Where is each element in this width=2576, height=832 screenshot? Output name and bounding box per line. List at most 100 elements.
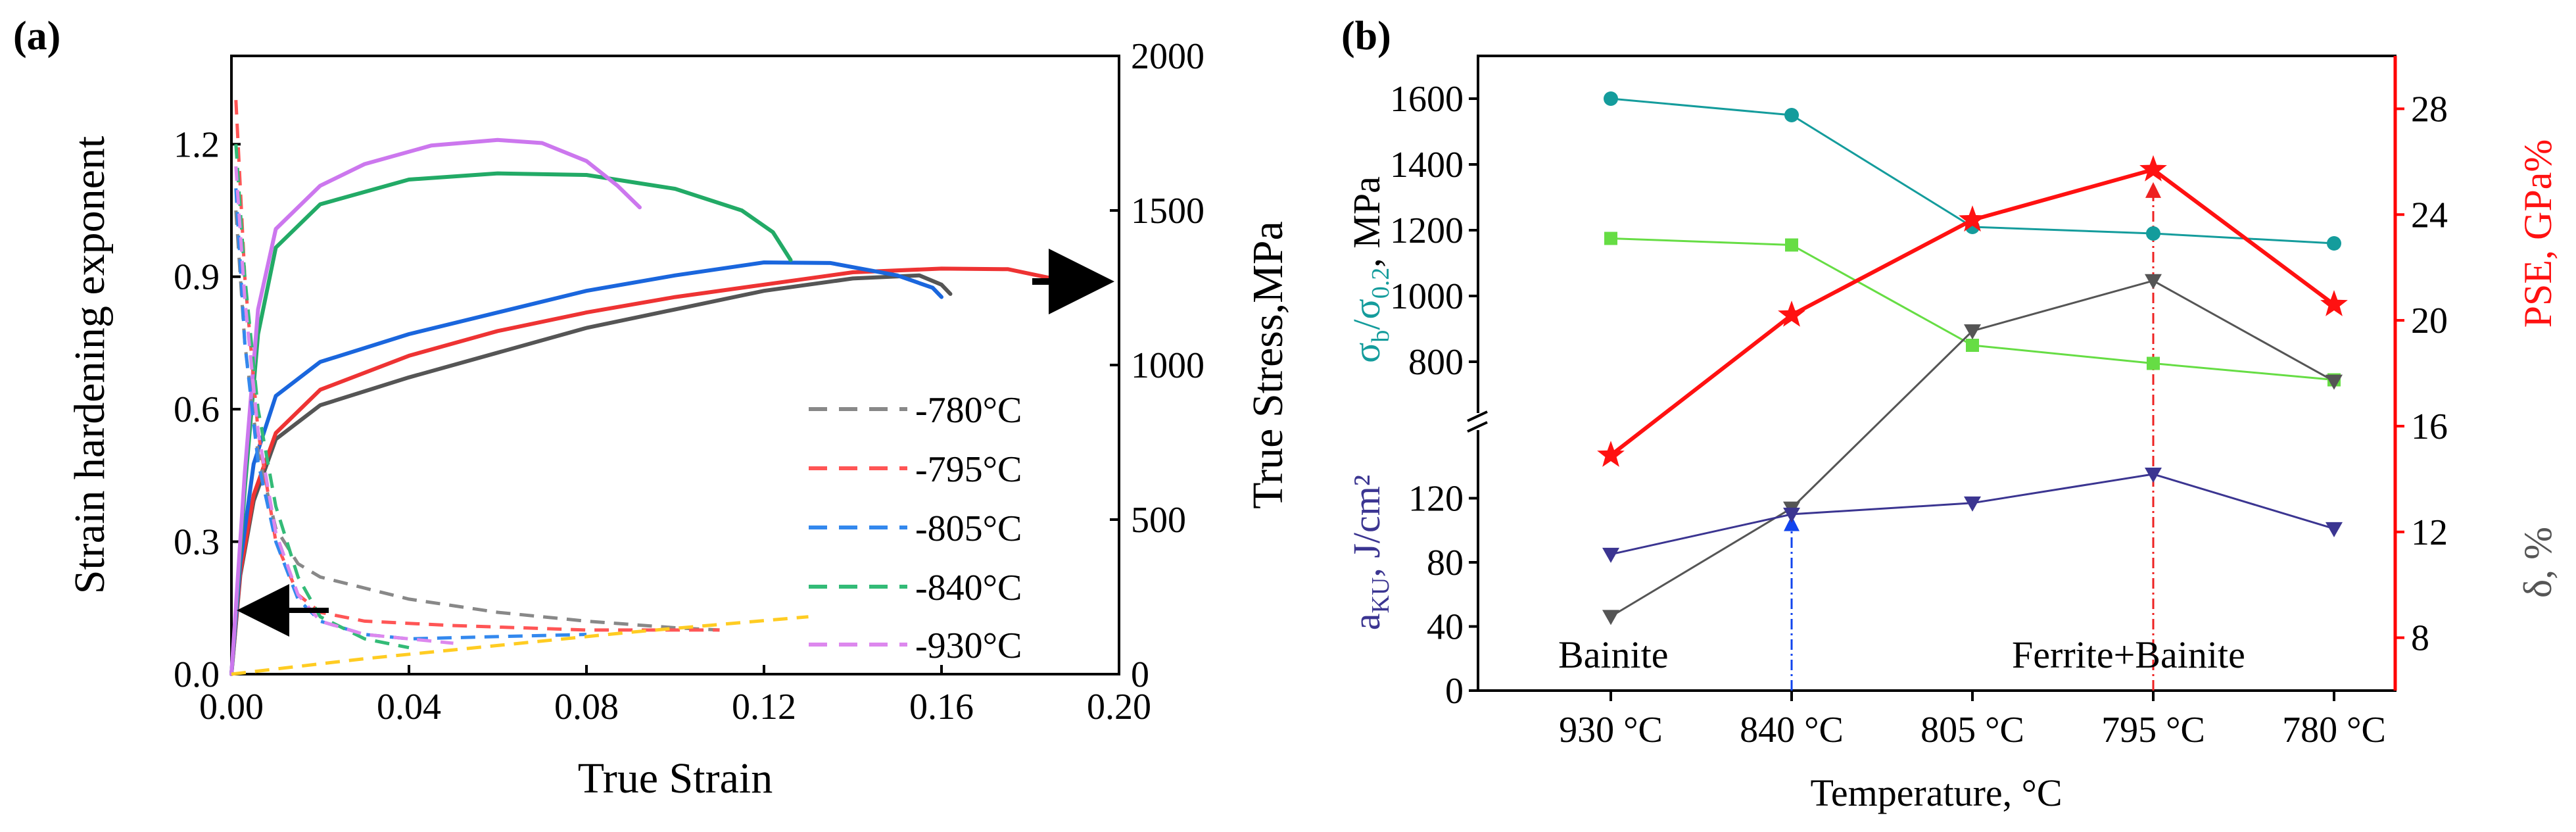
panel-b-reference-lines	[1784, 182, 2161, 691]
annotation-ferrite-bainite: Ferrite+Bainite	[2012, 633, 2245, 676]
panel-b-series	[1597, 91, 2348, 625]
y-left-tick-label: 0.3	[174, 522, 220, 563]
series-point-δ	[1964, 324, 1981, 340]
y-left-tick-label: 1.2	[174, 124, 220, 165]
panel-a-y-right-ticks: 0 500 1000 1500 2000	[1110, 36, 1205, 695]
series-point-aKU	[2326, 522, 2343, 537]
series-point-σb	[1784, 108, 1799, 122]
x-category-label: 780 °C	[2282, 710, 2386, 750]
legend-label-805: -805°C	[915, 508, 1022, 549]
stress-curve-930	[229, 137, 642, 676]
y-right-tick-label: 20	[2411, 301, 2448, 341]
panel-b-y-left-top-ticks: 800 1000 1200 1400 1600	[1390, 79, 1478, 383]
x-tick-label: 0.16	[909, 687, 974, 727]
series-point-σb	[1604, 91, 1618, 106]
series-point-σ0.2	[1966, 339, 1979, 352]
y-left-bottom-tick-label: 120	[1408, 479, 1464, 520]
y-left-top-tick-label: 1600	[1390, 79, 1464, 120]
series-point-σb	[2327, 236, 2341, 251]
y-right-tick-label: 1500	[1131, 191, 1205, 232]
series-point-PSE	[2320, 290, 2348, 316]
y-left-top-tick-label: 800	[1408, 342, 1464, 383]
legend-label-780: -780°C	[915, 390, 1022, 431]
series-point-PSE	[2139, 155, 2167, 182]
x-category-label: 805 °C	[1920, 710, 2024, 750]
legend-label-795: -795°C	[915, 449, 1022, 490]
x-category-label: 930 °C	[1559, 710, 1663, 750]
panel-b-y-left-bottom-label: aKU, J/cm²	[1345, 475, 1395, 631]
y-right-tick-label: 28	[2411, 89, 2448, 130]
panel-a-x-label: True Strain	[578, 754, 773, 802]
stress-curve-840	[229, 171, 793, 676]
y-left-tick-label: 0.6	[174, 389, 220, 430]
panel-b-x-ticks: 930 °C 840 °C 805 °C 795 °C 780 °C	[1559, 691, 2386, 750]
panel-b-y-right-top-label: PSE, GPa%	[2516, 139, 2560, 328]
x-tick-label: 0.20	[1087, 687, 1151, 727]
series-point-PSE	[1597, 441, 1625, 467]
y-right-tick-label: 8	[2411, 618, 2429, 659]
y-left-top-tick-label: 1200	[1390, 210, 1464, 251]
x-tick-label: 0.04	[377, 687, 441, 727]
series-point-aKU	[1602, 547, 1619, 563]
axis-break-mark-1	[1467, 410, 1488, 422]
panel-a-label: (a)	[13, 14, 60, 59]
panel-b-x-label: Temperature, °C	[1810, 771, 2062, 814]
annotation-bainite: Bainite	[1558, 633, 1669, 676]
series-line-aKU	[1610, 473, 2335, 556]
series-point-σ0.2	[2147, 356, 2160, 370]
series-point-PSE	[1778, 301, 1805, 327]
panel-a-legend: -780°C -795°C -805°C -840°C -930°C	[809, 390, 1022, 666]
panel-a-y-left-label: Strain hardening exponent	[66, 136, 114, 594]
hardening-curve-780	[234, 210, 720, 632]
y-right-tick-label: 24	[2411, 195, 2448, 235]
y-right-tick-label: 16	[2411, 406, 2448, 447]
panel-a-chart: 0.00 0.04 0.08 0.12 0.16 0.20 0.0 0.3 0.6 0.9 1.2…	[66, 36, 1292, 802]
y-left-top-tick-label: 1400	[1390, 145, 1464, 185]
legend-label-840: -840°C	[915, 568, 1022, 608]
axis-break-mark-2	[1467, 421, 1488, 433]
panel-b-y-right-bottom-label: δ, %	[2516, 527, 2560, 598]
series-point-σb	[2146, 226, 2160, 241]
series-point-σ0.2	[1604, 232, 1617, 245]
series-point-δ	[1602, 610, 1619, 625]
panel-b-label: (b)	[1341, 14, 1391, 59]
stress-curve-805	[229, 260, 943, 676]
y-right-tick-label: 2000	[1131, 36, 1205, 77]
panel-a-x-ticks: 0.00 0.04 0.08 0.12 0.16 0.20	[199, 665, 1151, 727]
legend-label-930: -930°C	[915, 625, 1022, 666]
series-point-aKU	[1964, 496, 1981, 512]
y-left-top-tick-label: 1000	[1390, 276, 1464, 317]
panel-b-chart: 930 °C 840 °C 805 °C 795 °C 780 °C 800100012…	[1345, 55, 2560, 814]
x-tick-label: 0.08	[554, 687, 619, 727]
panel-a-y-left-ticks: 0.0 0.3 0.6 0.9 1.2	[174, 124, 241, 695]
y-left-bottom-tick-label: 0	[1445, 671, 1464, 712]
hardening-curve-795	[234, 99, 720, 632]
series-point-δ	[2326, 374, 2343, 390]
x-category-label: 840 °C	[1740, 710, 1844, 750]
panel-b-y-right-ticks: 8 12 16 20 24 28	[2395, 89, 2448, 659]
stress-curve-780	[229, 273, 953, 676]
x-category-label: 795 °C	[2101, 710, 2205, 750]
hardening-curve-840	[234, 144, 410, 650]
panel-a-y-right-label: True Stress,MPa	[1244, 221, 1292, 509]
series-line-σ0.2	[1610, 237, 2335, 381]
y-left-bottom-tick-label: 80	[1427, 543, 1464, 583]
y-right-tick-label: 0	[1131, 654, 1149, 695]
series-point-PSE	[1959, 205, 1986, 232]
series-point-aKU	[1783, 507, 1800, 523]
series-point-aKU	[2145, 467, 2162, 483]
y-left-tick-label: 0.0	[174, 654, 220, 695]
panel-b-y-left-top-label: σb/σ0.2, MPa	[1345, 176, 1395, 363]
y-left-tick-label: 0.9	[174, 257, 220, 298]
x-tick-label: 0.00	[199, 687, 264, 727]
x-tick-label: 0.12	[732, 687, 796, 727]
hardening-curve-930	[234, 166, 454, 645]
y-right-tick-label: 1000	[1131, 345, 1205, 386]
y-right-tick-label: 12	[2411, 512, 2448, 553]
series-point-δ	[2145, 274, 2162, 289]
hardening-curve-ref	[231, 615, 809, 676]
y-right-tick-label: 500	[1131, 500, 1186, 541]
series-point-σ0.2	[1785, 238, 1798, 252]
y-left-bottom-tick-label: 40	[1427, 607, 1464, 648]
